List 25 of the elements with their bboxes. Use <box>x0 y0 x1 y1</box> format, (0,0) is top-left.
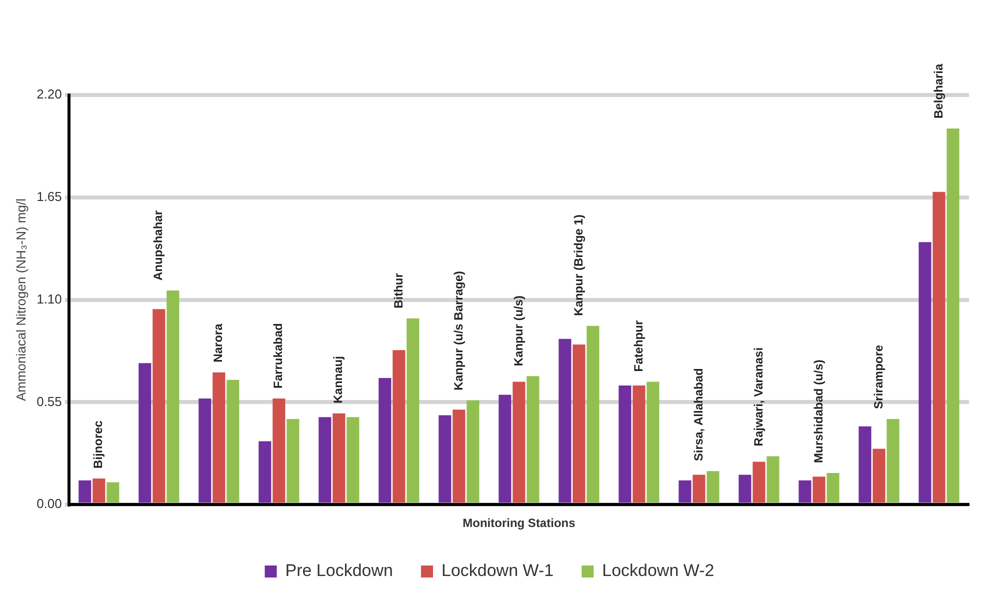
x-tick-label: Belgharia <box>931 64 946 119</box>
x-tick-label: Bijnorec <box>91 420 106 469</box>
legend-label: Lockdown W-2 <box>602 561 714 580</box>
x-tick-label: Rajwari, Varanasi <box>751 347 766 446</box>
x-tick-label: Srirampore <box>871 344 886 409</box>
x-tick-label: Kanpur (u/s) <box>511 295 526 366</box>
y-tick-label: 1.65 <box>36 188 62 204</box>
y-tick-label: 1.10 <box>36 291 62 306</box>
x-tick-label: Sirsa, Allahabad <box>691 368 706 462</box>
x-tick-label: Anupshahar <box>151 210 166 280</box>
x-axis-title: Monitoring Stations <box>462 516 576 530</box>
y-axis-title: Ammoniacal Nitrogen (NH₃-N) mg/l <box>13 198 28 402</box>
x-tick-label: Murshidabad (u/s) <box>811 360 826 463</box>
x-tick-label: Farrukabad <box>271 323 286 388</box>
x-tick-label: Narora <box>211 323 226 362</box>
legend-label: Pre Lockdown <box>285 561 393 580</box>
x-tick-label: Kanpur (Bridge 1) <box>571 214 586 316</box>
x-tick-label: Kannauj <box>331 356 346 404</box>
x-tick-label: Fatehpur <box>631 320 646 372</box>
y-tick-label: 0.55 <box>36 394 62 409</box>
x-tick-label: Kanpur (u/s Barrage) <box>451 270 466 390</box>
x-tick-label: Bithur <box>391 272 406 308</box>
y-tick-label: 2.20 <box>36 86 62 102</box>
y-tick-label: 0.00 <box>36 496 62 512</box>
legend-label: Lockdown W-1 <box>441 561 554 580</box>
